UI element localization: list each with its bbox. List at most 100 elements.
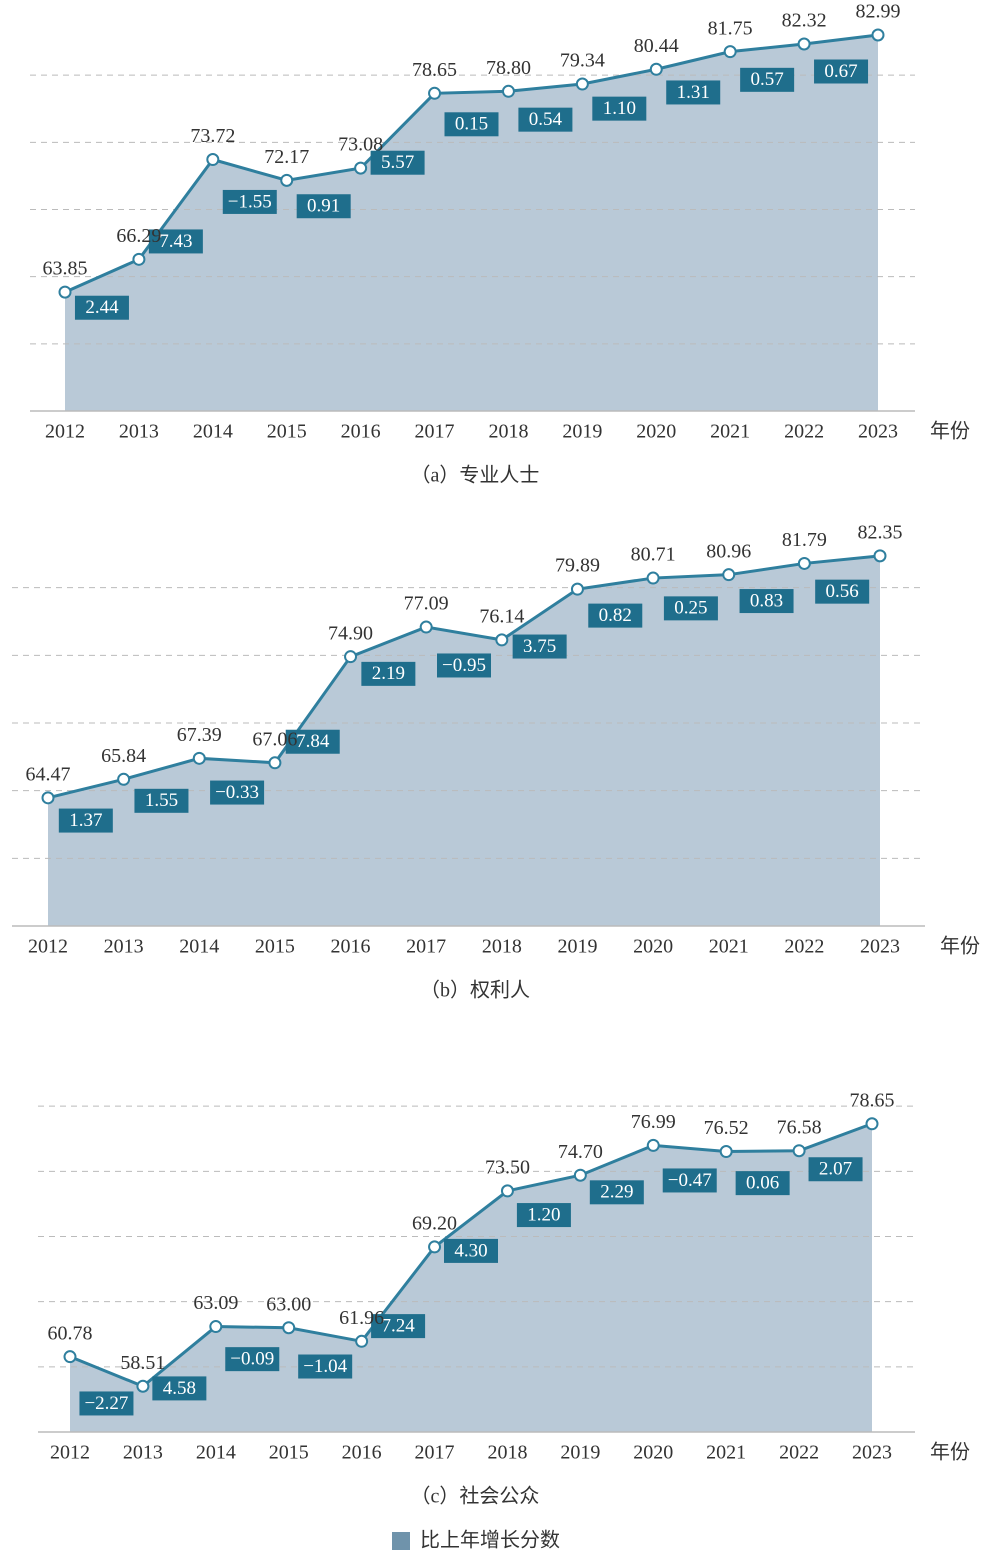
change-box <box>666 80 721 105</box>
value-label: 69.20 <box>412 1213 457 1235</box>
change-box <box>444 1238 498 1263</box>
change-box <box>808 1157 863 1182</box>
change-label: 2.19 <box>372 663 405 684</box>
x-tick-label: 2021 <box>710 421 750 443</box>
x-tick-label: 2014 <box>179 936 219 958</box>
point <box>428 1240 442 1254</box>
x-tick-label: 2019 <box>557 936 597 958</box>
value-label: 77.09 <box>404 593 449 615</box>
change-label: 0.15 <box>455 114 488 135</box>
x-tick-label: 2017 <box>406 936 446 958</box>
change-label: 0.82 <box>599 605 632 626</box>
x-tick-label: 2016 <box>342 1442 382 1464</box>
change-label: 2.29 <box>600 1182 633 1203</box>
value-label: 73.72 <box>190 125 235 147</box>
value-label: 82.35 <box>858 521 903 543</box>
point <box>355 1334 369 1348</box>
change-label: 0.56 <box>826 581 859 602</box>
value-label: 80.96 <box>706 540 751 562</box>
value-label: 74.90 <box>328 622 373 644</box>
change-box <box>222 189 277 214</box>
area <box>48 555 880 926</box>
point <box>117 772 131 786</box>
x-tick-label: 2018 <box>487 1442 527 1464</box>
change-label: 3.75 <box>523 636 556 657</box>
x-tick-label: 2023 <box>860 936 900 958</box>
point <box>41 791 55 805</box>
value-label: 79.34 <box>560 50 605 72</box>
change-box <box>79 1391 134 1416</box>
point <box>649 62 663 76</box>
x-axis-label: 年份 <box>940 935 980 958</box>
change-label: −2.27 <box>84 1393 128 1414</box>
value-label: 82.99 <box>856 1 901 23</box>
x-tick-label: 2012 <box>50 1442 90 1464</box>
x-tick-label: 2023 <box>858 421 898 443</box>
point <box>797 556 811 570</box>
change-label: −0.47 <box>668 1170 712 1191</box>
x-tick-label: 2020 <box>636 421 676 443</box>
change-label: 5.57 <box>381 152 414 173</box>
change-label: 4.58 <box>163 1378 196 1399</box>
x-tick-label: 2014 <box>196 1442 236 1464</box>
change-label: 0.91 <box>307 196 340 217</box>
point <box>428 86 442 100</box>
x-tick-label: 2017 <box>415 421 455 443</box>
point <box>865 1117 879 1131</box>
x-tick-label: 2017 <box>415 1442 455 1464</box>
change-box <box>589 1180 644 1205</box>
point <box>573 1168 587 1182</box>
change-box <box>225 1347 280 1372</box>
change-label: 0.06 <box>746 1172 779 1193</box>
value-label: 74.70 <box>558 1141 603 1163</box>
point <box>63 1350 77 1364</box>
value-label: 63.00 <box>266 1293 311 1315</box>
point <box>871 28 885 42</box>
change-box <box>285 729 340 754</box>
change-label: 7.84 <box>296 731 330 752</box>
change-box <box>210 780 265 805</box>
change-label: −0.33 <box>215 782 259 803</box>
change-box <box>370 150 425 175</box>
value-label: 76.58 <box>777 1116 822 1138</box>
x-tick-label: 2013 <box>123 1442 163 1464</box>
x-tick-label: 2015 <box>267 421 307 443</box>
point <box>280 173 294 187</box>
x-tick-label: 2022 <box>779 1442 819 1464</box>
change-label: 0.67 <box>824 61 857 82</box>
change-box <box>735 1171 790 1196</box>
value-label: 76.14 <box>479 605 524 627</box>
x-tick-label: 2021 <box>709 936 749 958</box>
change-label: 0.54 <box>529 109 563 130</box>
value-label: 60.78 <box>48 1322 93 1344</box>
change-label: 1.10 <box>603 98 636 119</box>
change-box <box>74 295 129 320</box>
point <box>570 582 584 596</box>
change-label: 0.83 <box>750 590 783 611</box>
x-tick-label: 2015 <box>255 936 295 958</box>
change-label: 0.57 <box>751 69 784 90</box>
caption: （a）专业人士 <box>411 464 540 487</box>
change-label: 1.37 <box>69 810 102 831</box>
caption: （b）权利人 <box>420 979 530 1002</box>
change-label: 7.43 <box>159 231 192 252</box>
value-label: 73.50 <box>485 1156 530 1178</box>
point <box>495 633 509 647</box>
change-box <box>740 67 795 92</box>
change-box <box>592 96 647 121</box>
point <box>136 1379 150 1393</box>
value-label: 78.80 <box>486 57 531 79</box>
line <box>64 33 879 294</box>
point <box>719 1145 733 1159</box>
change-label: 2.44 <box>85 297 119 318</box>
caption: （c）社会公众 <box>411 1485 540 1508</box>
point <box>646 1138 660 1152</box>
change-label: 0.25 <box>674 598 707 619</box>
change-label: 1.31 <box>677 82 710 103</box>
point <box>723 45 737 59</box>
change-box <box>663 596 718 621</box>
x-tick-label: 2022 <box>784 936 824 958</box>
value-label: 82.32 <box>782 10 827 32</box>
change-box <box>815 579 870 604</box>
point <box>873 549 887 563</box>
